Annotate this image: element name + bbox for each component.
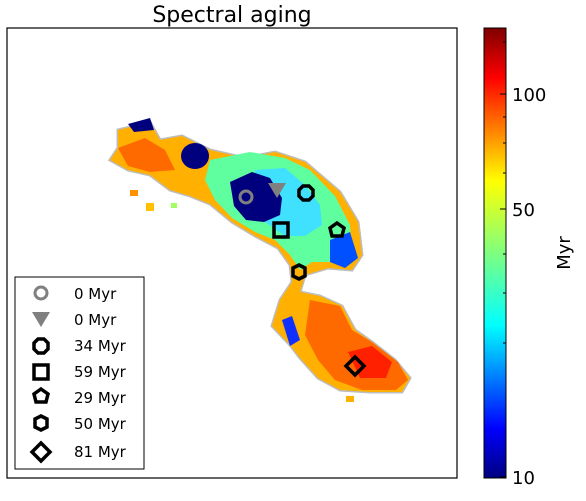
map-region-lower-blue [282,316,300,346]
colorbar-label: Myr [554,236,575,270]
legend: 0 Myr 0 Myr 34 Myr 59 Myr 29 Myr 50 Myr … [14,276,145,470]
map-region-tail [118,138,175,172]
marker-diamond-81myr [343,354,367,378]
colorbar: 100 50 10 Myr [483,27,575,489]
marker-square-59myr [272,221,290,239]
colorbar-tick-label: 10 [512,468,535,489]
legend-label: 0 Myr [74,311,117,329]
map-region-upper-blob [181,143,209,169]
map-region-right-blue [330,232,358,268]
legend-box [14,276,145,470]
map-island [146,203,154,211]
colorbar-tick-label: 50 [512,200,535,221]
legend-marker-hexagon [33,414,49,432]
legend-label: 29 Myr [74,389,127,407]
map-island [346,396,354,402]
marker-pentagon-29myr [328,220,346,238]
marker-octagon-34myr [297,184,315,202]
legend-marker-diamond [29,440,53,464]
legend-marker-pentagon [32,386,50,404]
marker-hexagon-50myr [291,263,307,281]
map-region-top-fleck [128,118,154,132]
legend-marker-octagon [32,337,50,355]
colorbar-gradient [483,27,507,479]
legend-marker-circle [33,285,49,301]
legend-label: 0 Myr [74,285,117,303]
map-island [171,203,177,208]
colorbar-tick-label: 100 [512,85,546,106]
marker-circle-0myr [238,189,254,205]
legend-label: 59 Myr [74,363,127,381]
spectral-age-map [107,118,412,402]
markers-layer [238,183,367,378]
marker-triangle-0myr [268,183,286,198]
legend-label: 81 Myr [74,443,127,461]
legend-marker-square [32,363,50,381]
map-island [130,190,138,196]
chart-title: Spectral aging [152,3,311,28]
legend-label: 50 Myr [74,415,127,433]
legend-label: 34 Myr [74,337,127,355]
legend-marker-triangle [32,312,50,327]
